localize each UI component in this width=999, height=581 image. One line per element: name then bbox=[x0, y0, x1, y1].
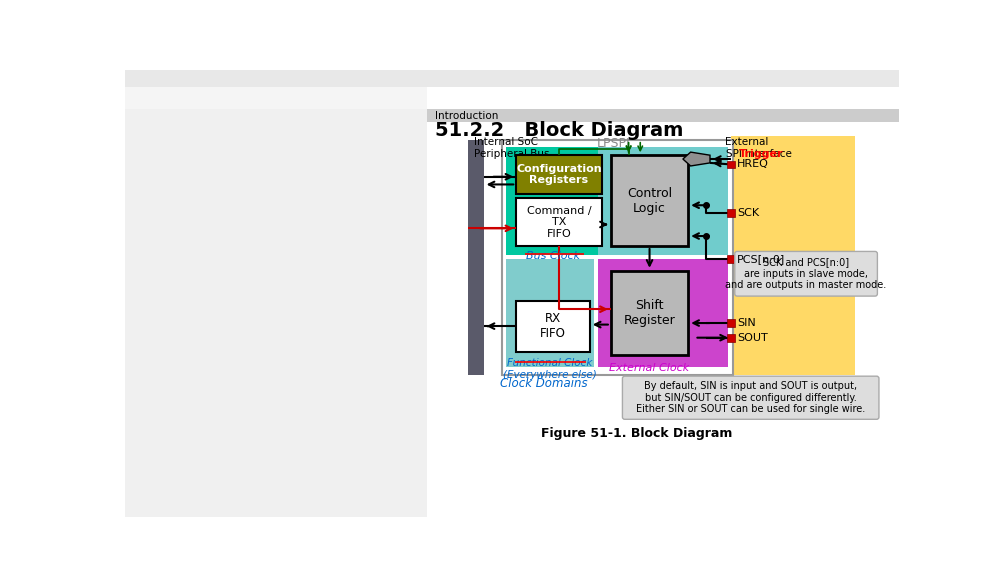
Polygon shape bbox=[683, 152, 710, 166]
Bar bbox=[610, 271, 688, 356]
Bar bbox=[506, 259, 593, 367]
Text: Bus Clock: Bus Clock bbox=[526, 250, 580, 261]
Text: Figure 51-1. Block Diagram: Figure 51-1. Block Diagram bbox=[540, 428, 732, 440]
Text: SIN: SIN bbox=[737, 318, 756, 328]
Bar bbox=[516, 155, 601, 193]
Text: Control
Logic: Control Logic bbox=[627, 187, 672, 214]
Text: External
SPI Interface: External SPI Interface bbox=[725, 138, 791, 159]
Bar bbox=[727, 255, 735, 263]
Text: HREQ: HREQ bbox=[737, 159, 769, 170]
Text: RX
FIFO: RX FIFO bbox=[539, 312, 565, 340]
Text: Introduction: Introduction bbox=[435, 111, 499, 121]
Bar bbox=[597, 148, 728, 255]
Text: Shift
Register: Shift Register bbox=[623, 299, 675, 327]
Bar bbox=[506, 148, 638, 255]
Bar bbox=[516, 302, 589, 352]
Bar bbox=[610, 155, 688, 246]
Bar bbox=[125, 70, 899, 87]
Bar bbox=[516, 198, 601, 246]
Text: Internal SoC
Peripheral Bus: Internal SoC Peripheral Bus bbox=[475, 138, 549, 159]
Text: Trigger: Trigger bbox=[738, 149, 783, 159]
Text: Command /
TX
FIFO: Command / TX FIFO bbox=[526, 206, 591, 239]
Bar bbox=[125, 87, 899, 109]
Text: 51.2.2   Block Diagram: 51.2.2 Block Diagram bbox=[435, 121, 683, 140]
Text: External Clock: External Clock bbox=[609, 363, 689, 373]
Bar bbox=[597, 259, 728, 367]
Text: PCS[n:0]: PCS[n:0] bbox=[737, 254, 785, 264]
Text: SCK and PCS[n:0]
are inputs in slave mode,
and are outputs in master mode.: SCK and PCS[n:0] are inputs in slave mod… bbox=[725, 257, 887, 290]
Bar bbox=[727, 319, 735, 327]
Bar bbox=[727, 160, 735, 168]
Bar bbox=[428, 87, 899, 517]
Bar bbox=[125, 70, 428, 517]
Bar bbox=[428, 109, 899, 122]
Text: LPSPI: LPSPI bbox=[596, 137, 630, 150]
Bar bbox=[469, 140, 484, 375]
Text: By default, SIN is input and SOUT is output,
but SIN/SOUT can be configured diff: By default, SIN is input and SOUT is out… bbox=[636, 381, 865, 414]
FancyBboxPatch shape bbox=[735, 252, 877, 296]
Text: Clock Domains: Clock Domains bbox=[500, 377, 587, 390]
Bar bbox=[502, 140, 733, 375]
FancyBboxPatch shape bbox=[622, 376, 879, 419]
Text: Configuration
Registers: Configuration Registers bbox=[516, 164, 601, 185]
Bar bbox=[727, 209, 735, 217]
Text: SCK: SCK bbox=[737, 208, 759, 218]
Bar bbox=[727, 334, 735, 342]
Text: Functional Clock
(Everywhere else): Functional Clock (Everywhere else) bbox=[502, 358, 596, 380]
Text: SOUT: SOUT bbox=[737, 333, 768, 343]
Bar bbox=[731, 136, 855, 375]
